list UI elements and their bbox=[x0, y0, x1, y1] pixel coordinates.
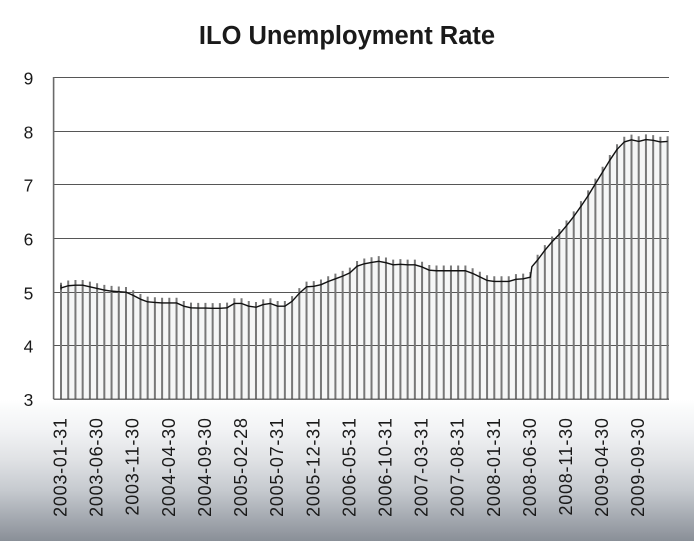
svg-text:6: 6 bbox=[24, 229, 34, 249]
svg-text:2005-12-31: 2005-12-31 bbox=[303, 417, 323, 517]
svg-text:2008-11-30: 2008-11-30 bbox=[556, 417, 576, 515]
svg-text:2009-04-30: 2009-04-30 bbox=[592, 417, 612, 517]
svg-text:2007-03-31: 2007-03-31 bbox=[412, 417, 432, 517]
svg-text:ILO Unemployment Rate: ILO Unemployment Rate bbox=[199, 22, 495, 50]
svg-text:2004-04-30: 2004-04-30 bbox=[159, 417, 179, 517]
svg-text:2005-07-31: 2005-07-31 bbox=[267, 417, 287, 517]
svg-text:2003-01-31: 2003-01-31 bbox=[51, 417, 71, 517]
svg-text:2004-09-30: 2004-09-30 bbox=[195, 417, 215, 517]
svg-text:4: 4 bbox=[24, 336, 34, 356]
svg-text:2007-08-31: 2007-08-31 bbox=[448, 417, 468, 517]
svg-text:9: 9 bbox=[24, 68, 34, 88]
svg-text:2003-11-30: 2003-11-30 bbox=[123, 417, 143, 515]
svg-text:2008-01-31: 2008-01-31 bbox=[484, 417, 504, 517]
svg-text:3: 3 bbox=[24, 390, 34, 410]
svg-text:2003-06-30: 2003-06-30 bbox=[87, 417, 107, 517]
svg-text:5: 5 bbox=[24, 283, 34, 303]
svg-text:2006-10-31: 2006-10-31 bbox=[375, 417, 395, 517]
svg-text:2009-09-30: 2009-09-30 bbox=[628, 417, 648, 517]
svg-text:7: 7 bbox=[24, 175, 34, 195]
svg-text:2008-06-30: 2008-06-30 bbox=[520, 417, 540, 517]
svg-text:2005-02-28: 2005-02-28 bbox=[231, 417, 251, 517]
svg-text:8: 8 bbox=[24, 122, 34, 142]
svg-text:2006-05-31: 2006-05-31 bbox=[339, 417, 359, 517]
